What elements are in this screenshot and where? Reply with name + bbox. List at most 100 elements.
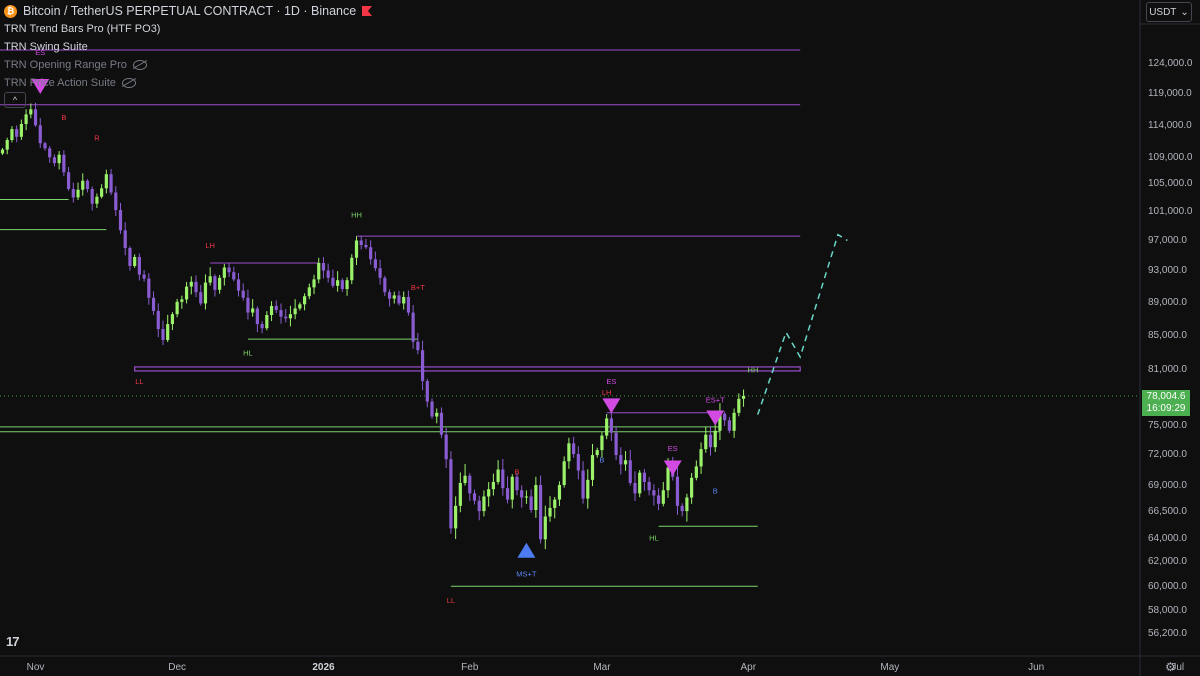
candle-body[interactable]: [690, 477, 694, 498]
candle-body[interactable]: [524, 496, 529, 498]
candle-body[interactable]: [737, 398, 741, 413]
candle-body[interactable]: [321, 263, 326, 271]
candle-body[interactable]: [166, 324, 170, 340]
candle-body[interactable]: [274, 305, 278, 311]
candle-body[interactable]: [147, 278, 151, 298]
candle-body[interactable]: [534, 485, 538, 510]
candle-body[interactable]: [38, 125, 42, 144]
candle-body[interactable]: [623, 460, 628, 465]
candle-body[interactable]: [430, 401, 434, 417]
candle-body[interactable]: [151, 297, 156, 311]
candle-body[interactable]: [567, 443, 571, 462]
candle-body[interactable]: [708, 434, 713, 448]
candle-body[interactable]: [293, 308, 297, 315]
candle-body[interactable]: [227, 267, 231, 273]
candle-body[interactable]: [501, 469, 505, 489]
candle-body[interactable]: [364, 245, 368, 248]
candle-body[interactable]: [600, 435, 604, 451]
candle-body[interactable]: [680, 505, 684, 512]
candle-body[interactable]: [576, 454, 580, 471]
candle-body[interactable]: [350, 257, 354, 281]
candle-body[interactable]: [156, 310, 160, 330]
candle-body[interactable]: [491, 481, 495, 490]
candle-body[interactable]: [170, 314, 175, 325]
candle-body[interactable]: [199, 292, 203, 304]
candle-body[interactable]: [472, 493, 477, 501]
candle-body[interactable]: [605, 418, 609, 436]
candle-body[interactable]: [5, 140, 9, 150]
candle-body[interactable]: [590, 455, 595, 480]
candle-body[interactable]: [553, 499, 557, 508]
candle-body[interactable]: [557, 485, 562, 500]
symbol-title[interactable]: Bitcoin / TetherUS PERPETUAL CONTRACT · …: [23, 4, 357, 18]
candle-body[interactable]: [505, 488, 510, 500]
candle-body[interactable]: [392, 295, 396, 299]
candle-body[interactable]: [435, 412, 439, 417]
candle-body[interactable]: [581, 470, 585, 499]
candle-body[interactable]: [123, 230, 127, 248]
candle-body[interactable]: [218, 277, 222, 290]
candle-body[interactable]: [302, 296, 307, 305]
candle-body[interactable]: [137, 257, 141, 275]
candle-body[interactable]: [647, 481, 651, 491]
candle-body[interactable]: [255, 308, 259, 325]
candle-body[interactable]: [345, 280, 349, 289]
candle-body[interactable]: [104, 174, 108, 189]
hidden-eye-icon[interactable]: [132, 60, 147, 70]
candle-body[interactable]: [203, 282, 208, 304]
candle-body[interactable]: [71, 189, 75, 198]
candle-body[interactable]: [454, 505, 458, 529]
candle-body[interactable]: [298, 304, 302, 309]
candle-body[interactable]: [265, 315, 269, 329]
candle-body[interactable]: [180, 299, 184, 302]
candle-body[interactable]: [208, 276, 212, 283]
candle-body[interactable]: [406, 297, 411, 313]
indicator-swing-suite[interactable]: TRN Swing Suite: [4, 38, 372, 56]
candle-body[interactable]: [118, 210, 123, 231]
candle-body[interactable]: [543, 516, 547, 540]
candle-body[interactable]: [397, 295, 401, 304]
candle-body[interactable]: [62, 154, 66, 173]
candle-body[interactable]: [529, 496, 533, 510]
candle-body[interactable]: [619, 455, 623, 465]
candle-body[interactable]: [213, 276, 217, 290]
candle-body[interactable]: [95, 196, 99, 204]
candle-body[interactable]: [284, 316, 288, 319]
candle-body[interactable]: [548, 507, 552, 517]
candle-body[interactable]: [444, 434, 448, 460]
candle-body[interactable]: [538, 485, 543, 540]
candle-body[interactable]: [685, 497, 689, 512]
candle-body[interactable]: [354, 240, 359, 258]
candle-body[interactable]: [718, 413, 722, 431]
candle-body[interactable]: [29, 109, 33, 115]
candle-body[interactable]: [387, 292, 392, 299]
candle-body[interactable]: [251, 308, 255, 313]
candle-body[interactable]: [279, 310, 283, 317]
candle-body[interactable]: [15, 129, 19, 137]
candle-body[interactable]: [33, 109, 38, 126]
candle-body[interactable]: [81, 180, 85, 190]
candle-body[interactable]: [614, 432, 618, 456]
candle-body[interactable]: [562, 461, 566, 486]
candle-body[interactable]: [312, 279, 316, 288]
candle-body[interactable]: [633, 482, 637, 494]
candle-body[interactable]: [76, 189, 80, 198]
candle-body[interactable]: [704, 434, 708, 450]
candle-body[interactable]: [52, 157, 57, 164]
collapse-legend-button[interactable]: ^: [4, 92, 26, 108]
candle-body[interactable]: [510, 476, 514, 500]
candle-body[interactable]: [675, 476, 680, 506]
candle-body[interactable]: [638, 472, 642, 494]
candle-body[interactable]: [331, 277, 335, 286]
currency-selector[interactable]: USDT ⌄: [1146, 2, 1192, 22]
candle-body[interactable]: [595, 450, 599, 456]
candle-body[interactable]: [458, 482, 462, 506]
candle-body[interactable]: [194, 281, 198, 293]
candle-body[interactable]: [232, 272, 236, 280]
candle-body[interactable]: [236, 279, 241, 291]
candle-body[interactable]: [694, 466, 698, 478]
candle-body[interactable]: [241, 290, 245, 298]
candle-body[interactable]: [85, 180, 90, 189]
candle-body[interactable]: [425, 381, 429, 402]
candle-body[interactable]: [100, 188, 104, 197]
